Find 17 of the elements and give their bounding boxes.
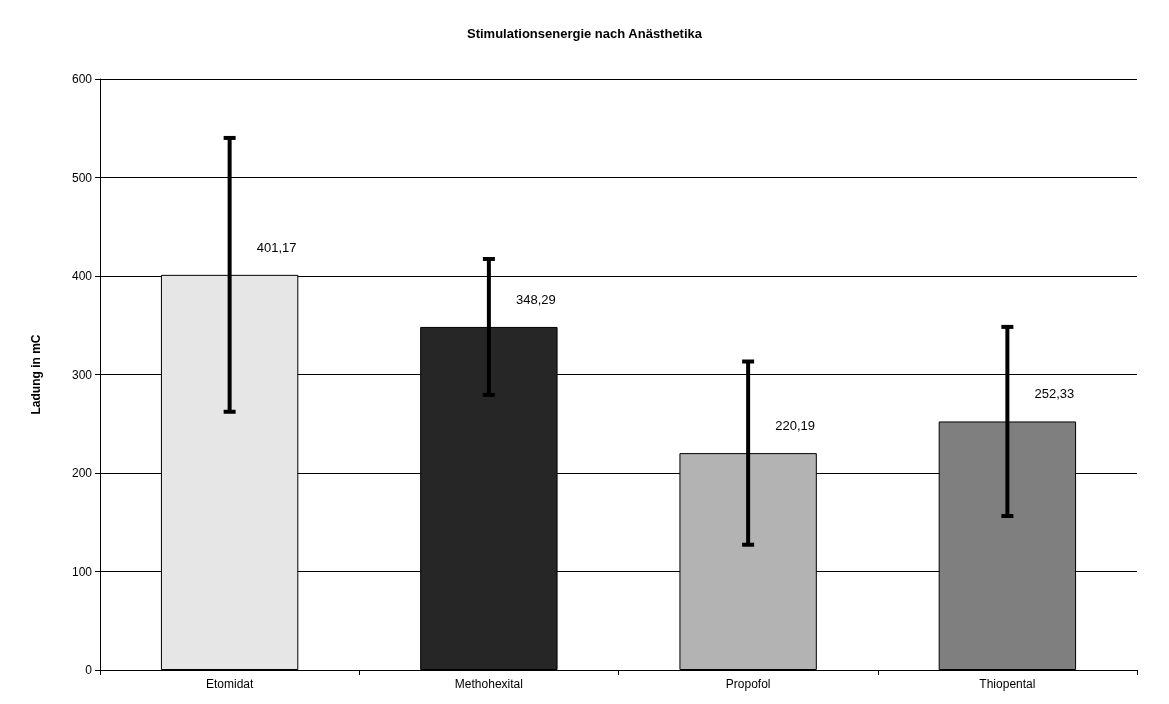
y-tick-label: 100: [71, 564, 93, 579]
data-label: 348,29: [515, 291, 556, 307]
x-tick-label: Propofol: [725, 677, 771, 691]
y-tick-label: 300: [71, 367, 93, 382]
data-label: 401,17: [256, 239, 297, 255]
x-tick-label: Thiopental: [979, 677, 1036, 691]
y-tick-label: 0: [85, 663, 93, 677]
y-tick-label: 600: [71, 72, 93, 86]
y-tick-label: 200: [71, 466, 93, 480]
chart-title: Stimulationsenergie nach Anästhetika: [466, 26, 703, 41]
data-label: 220,19: [775, 418, 816, 434]
data-label: 252,33: [1034, 386, 1075, 402]
x-tick-label: Methohexital: [454, 677, 523, 691]
y-tick-label: 400: [71, 269, 93, 283]
x-tick-label: Etomidat: [205, 677, 254, 691]
y-axis-title: Ladung in mC: [29, 334, 43, 415]
y-tick-label: 500: [71, 170, 93, 185]
